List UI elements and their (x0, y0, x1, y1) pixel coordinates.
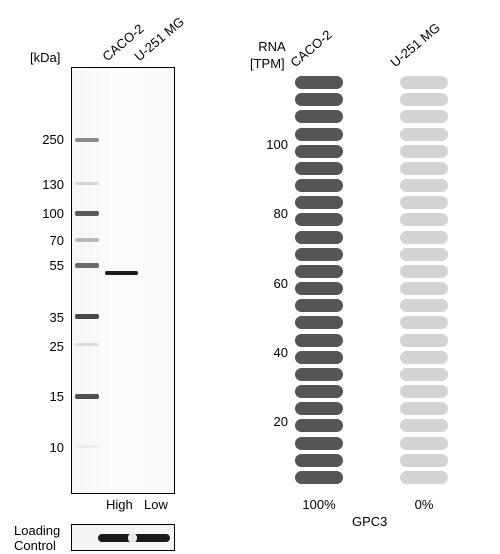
rna-tick-40: 40 (273, 345, 288, 360)
rna-level-pill (400, 282, 448, 295)
loading-control-blot (71, 524, 175, 551)
rna-title: RNA (258, 39, 286, 54)
rna-level-pill (295, 402, 343, 415)
rna-percent-u251mg: 0% (414, 497, 434, 512)
ladder-band-130 (75, 182, 99, 185)
rna-level-pill (400, 145, 448, 158)
rna-level-pill (295, 454, 343, 467)
rna-level-pill (400, 437, 448, 450)
rna-level-pill (400, 454, 448, 467)
rna-level-pill (295, 76, 343, 89)
rna-tick-60: 60 (273, 276, 288, 291)
marker-35: 35 (49, 310, 64, 325)
rna-level-pill (400, 196, 448, 209)
rna-level-pill (295, 437, 343, 450)
ladder-band-100 (75, 211, 99, 216)
rna-level-pill (295, 316, 343, 329)
rna-level-pill (295, 93, 343, 106)
rna-unit: [TPM] (250, 56, 285, 71)
ladder-band-10 (75, 445, 99, 448)
level-high-label: High (106, 497, 133, 512)
marker-25: 25 (49, 339, 64, 354)
rna-tick-80: 80 (273, 206, 288, 221)
rna-level-pill (295, 471, 343, 484)
rna-level-pill (295, 368, 343, 381)
rna-level-pill (295, 351, 343, 364)
rna-level-pill (400, 265, 448, 278)
rna-level-pill (295, 145, 343, 158)
ladder-band-55 (75, 263, 99, 268)
rna-column-caco2 (295, 76, 343, 488)
rna-level-pill (400, 110, 448, 123)
rna-percent-caco2: 100% (302, 497, 336, 512)
ladder-band-35 (75, 314, 99, 319)
rna-level-pill (295, 231, 343, 244)
rna-level-pill (295, 196, 343, 209)
rna-level-pill (400, 419, 448, 432)
marker-10: 10 (49, 440, 64, 455)
loading-control-band-highlight (128, 533, 137, 543)
rna-sample-label-caco2: CACO-2 (287, 26, 335, 70)
rna-level-pill (295, 419, 343, 432)
rna-level-pill (400, 248, 448, 261)
rna-level-pill (400, 402, 448, 415)
rna-sample-label-u251mg: U-251 MG (387, 19, 443, 70)
rna-level-pill (295, 128, 343, 141)
loading-control-label-line2: Control (14, 538, 56, 553)
rna-tick-20: 20 (273, 414, 288, 429)
rna-level-pill (400, 231, 448, 244)
marker-100: 100 (42, 206, 64, 221)
rna-level-pill (295, 162, 343, 175)
rna-level-pill (295, 265, 343, 278)
loading-control-label-line1: Loading (14, 523, 61, 538)
rna-level-pill (400, 351, 448, 364)
rna-level-pill (295, 179, 343, 192)
level-low-label: Low (144, 497, 168, 512)
rna-level-pill (295, 110, 343, 123)
rna-level-pill (400, 368, 448, 381)
gene-name: GPC3 (352, 514, 388, 529)
marker-70: 70 (49, 233, 64, 248)
rna-level-pill (295, 299, 343, 312)
marker-130: 130 (42, 177, 64, 192)
caco2-band (105, 271, 138, 275)
rna-level-pill (295, 282, 343, 295)
rna-level-pill (400, 93, 448, 106)
rna-level-pill (400, 299, 448, 312)
rna-level-pill (295, 213, 343, 226)
rna-level-pill (400, 128, 448, 141)
rna-level-pill (295, 248, 343, 261)
marker-250: 250 (42, 132, 64, 147)
rna-level-pill (295, 385, 343, 398)
rna-level-pill (295, 334, 343, 347)
kda-unit-label: [kDa] (30, 50, 61, 65)
rna-level-pill (400, 162, 448, 175)
rna-level-pill (400, 471, 448, 484)
rna-column-u251mg (400, 76, 448, 488)
rna-level-pill (400, 385, 448, 398)
marker-55: 55 (49, 258, 64, 273)
rna-level-pill (400, 334, 448, 347)
ladder-band-25 (75, 343, 99, 346)
lane-label-u251mg: U-251 MG (131, 13, 187, 64)
ladder-band-70 (75, 238, 99, 242)
ladder-band-250 (75, 138, 99, 142)
rna-level-pill (400, 179, 448, 192)
western-blot-image (71, 67, 175, 494)
rna-level-pill (400, 213, 448, 226)
marker-15: 15 (49, 389, 64, 404)
rna-level-pill (400, 316, 448, 329)
rna-level-pill (400, 76, 448, 89)
rna-tick-100: 100 (266, 137, 288, 152)
ladder-band-15 (75, 394, 99, 399)
